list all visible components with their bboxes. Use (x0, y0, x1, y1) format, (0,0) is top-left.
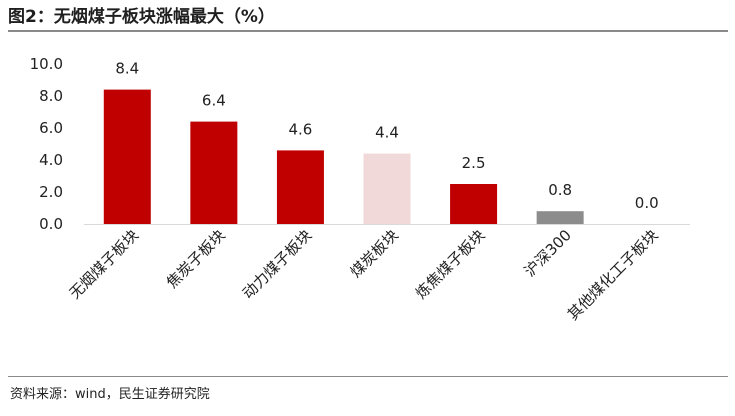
bar-value-label: 0.0 (635, 194, 659, 212)
y-axis: 0.0 2.0 4.0 6.0 8.0 10.0 (30, 55, 63, 233)
bar-series (103, 89, 584, 224)
bar (363, 153, 411, 224)
bar-value-label: 0.8 (548, 181, 572, 199)
category-label: 炼焦煤子板块 (412, 226, 488, 302)
bar-chart: 0.0 2.0 4.0 6.0 8.0 10.0 8.4 6.4 4.6 4.4 2.5 0.8 0.… (30, 55, 690, 324)
bar (103, 89, 151, 224)
chart-title: 图2：无烟煤子板块涨幅最大（%） (8, 7, 275, 27)
category-label: 沪深300 (521, 226, 575, 280)
y-tick-label: 8.0 (39, 87, 63, 105)
category-label: 无烟煤子板块 (66, 226, 142, 302)
bar-value-label: 8.4 (115, 60, 139, 78)
bar-value-label: 6.4 (202, 92, 226, 110)
bar-value-label: 2.5 (462, 154, 486, 172)
y-tick-label: 2.0 (39, 183, 63, 201)
category-label: 动力煤子板块 (239, 226, 315, 302)
category-label: 煤炭板块 (347, 226, 402, 281)
bar (190, 121, 238, 224)
y-tick-label: 6.0 (39, 119, 63, 137)
source-divider (8, 376, 728, 377)
bar (276, 150, 324, 224)
y-tick-label: 0.0 (39, 215, 63, 233)
y-tick-label: 10.0 (30, 55, 63, 73)
bar (450, 184, 498, 224)
title-divider (8, 30, 728, 32)
data-labels: 8.4 6.4 4.6 4.4 2.5 0.8 0.0 (115, 60, 658, 212)
y-tick-label: 4.0 (39, 151, 63, 169)
category-label: 其他煤化工子板块 (564, 226, 662, 324)
category-label: 焦炭子板块 (163, 226, 229, 292)
bar (536, 211, 584, 224)
bar-value-label: 4.4 (375, 124, 399, 142)
bar-value-label: 4.6 (288, 120, 312, 138)
source-note: 资料来源：wind，民生证券研究院 (10, 387, 210, 402)
